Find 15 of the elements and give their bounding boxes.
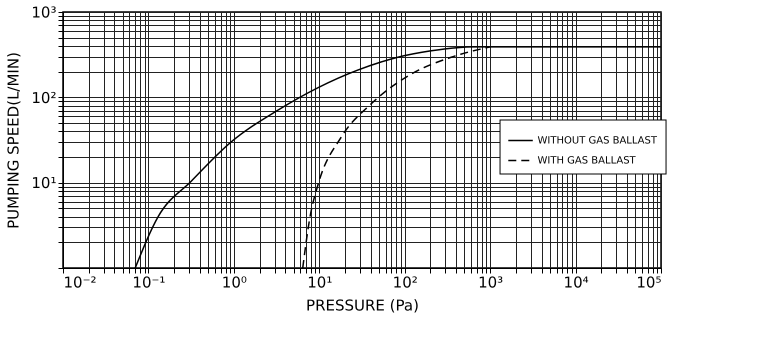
- x-tick-label: 10⁻¹: [132, 274, 166, 292]
- x-tick-label: 10⁰: [222, 274, 247, 292]
- y-tick-label: 10³: [31, 4, 56, 22]
- legend-label: WITHOUT GAS BALLAST: [538, 136, 658, 147]
- x-tick-label: 10²: [392, 274, 418, 292]
- x-axis-title: PRESSURE (Pa): [306, 296, 419, 314]
- legend-label: WITH GAS BALLAST: [538, 156, 637, 167]
- y-tick-label: 10²: [31, 88, 56, 107]
- x-tick-label: 10⁵: [636, 274, 662, 292]
- x-tick-label: 10¹: [307, 274, 332, 292]
- x-tick-label: 10⁴: [564, 274, 589, 292]
- y-axis-title: PUMPING SPEED(L/MIN): [4, 52, 22, 229]
- y-tick-label: 10¹: [31, 174, 56, 192]
- x-tick-label: 10⁻²: [64, 274, 97, 292]
- x-tick-label: 10³: [478, 274, 504, 292]
